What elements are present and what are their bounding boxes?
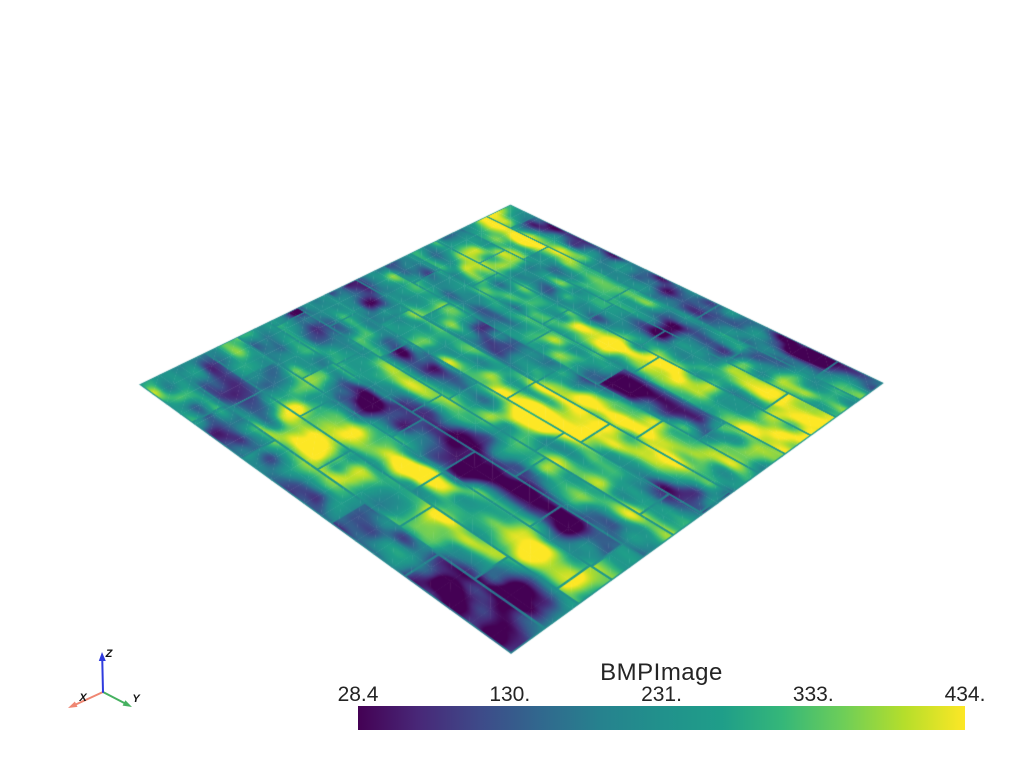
orientation-axes-widget[interactable]: X Y Z	[55, 638, 150, 723]
scalar-bar-tick: 28.4	[337, 683, 379, 706]
x-axis-label: X	[78, 692, 87, 704]
scalar-bar-tick: 231.	[641, 683, 682, 706]
scalar-bar-tick: 333.	[792, 683, 834, 706]
scalar-bar-tick-labels: 28.4 130. 231. 333. 434.	[338, 683, 986, 706]
z-axis-shaft	[101, 660, 104, 693]
x-axis-shaft	[75, 691, 104, 706]
z-axis-arrowhead-icon	[98, 652, 106, 661]
y-axis-shaft	[102, 691, 125, 704]
scalar-bar-title: BMPImage	[600, 659, 723, 686]
scalar-bar-gradient	[358, 706, 965, 730]
x-axis-arrowhead-icon	[68, 701, 78, 708]
scalar-bar-tick: 130.	[489, 683, 531, 706]
y-axis-arrowhead-icon	[122, 700, 132, 707]
z-axis-label: Z	[105, 648, 114, 660]
y-axis-label: Y	[132, 693, 141, 705]
scalar-bar-tick: 434.	[944, 683, 986, 706]
